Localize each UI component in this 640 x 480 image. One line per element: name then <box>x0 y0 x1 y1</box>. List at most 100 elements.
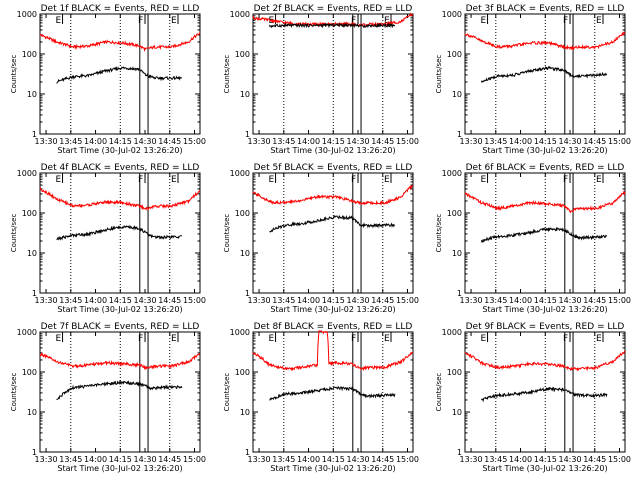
x-tick-label: 14:45 <box>158 137 181 146</box>
x-tick-label: 14:00 <box>509 137 532 146</box>
chart-title: Det 4f BLACK = Events, RED = LLD <box>41 163 200 173</box>
x-tick-label: 14:30 <box>133 296 156 305</box>
x-tick-label: 14:00 <box>297 455 320 464</box>
x-tick-label: 14:15 <box>534 296 557 305</box>
marker-label-e: E <box>384 175 390 185</box>
marker-label-e: E <box>384 334 390 344</box>
y-tick-label: 1 <box>32 448 37 457</box>
y-tick-label: 1000 <box>17 328 37 337</box>
y-tick-label: 1000 <box>17 169 37 178</box>
x-tick-label: 14:30 <box>558 137 581 146</box>
x-tick-label: 14:15 <box>109 296 132 305</box>
x-tick-label: 14:45 <box>583 455 606 464</box>
chart-panel: Det 2f BLACK = Events, RED = LLD 13:30 13:… <box>223 4 419 155</box>
y-tick-label: 1000 <box>230 169 250 178</box>
y-axis-label: Counts/sec <box>223 373 231 412</box>
x-tick-label: 13:30 <box>460 296 483 305</box>
x-tick-label: 13:45 <box>484 137 507 146</box>
lld-series-line <box>464 31 626 51</box>
lld-series-line <box>252 329 414 372</box>
x-tick-label: 13:45 <box>272 296 295 305</box>
events-series-line <box>481 65 607 84</box>
chart-title: Det 3f BLACK = Events, RED = LLD <box>466 4 625 14</box>
x-tick-label: 13:45 <box>59 137 82 146</box>
x-tick-label: 13:45 <box>484 296 507 305</box>
x-axis-label: Start Time (30-Jul-02 13:26:20) <box>57 464 182 473</box>
y-tick-label: 1000 <box>442 10 462 19</box>
marker-label-e: E <box>481 175 487 185</box>
x-tick-label: 15:00 <box>183 455 206 464</box>
marker-label-e: E <box>56 16 62 26</box>
y-tick-label: 1 <box>245 289 250 298</box>
marker-label-f: F <box>351 175 356 185</box>
y-tick-label: 10 <box>27 408 37 417</box>
y-tick-label: 100 <box>235 50 250 59</box>
x-tick-label: 14:00 <box>297 296 320 305</box>
marker-label-f: F <box>351 334 356 344</box>
x-axis-label: Start Time (30-Jul-02 13:26:20) <box>482 464 607 473</box>
chart-title: Det 8f BLACK = Events, RED = LLD <box>254 322 413 332</box>
x-tick-label: 13:30 <box>35 296 58 305</box>
x-tick-label: 14:45 <box>371 137 394 146</box>
chart-title: Det 9f BLACK = Events, RED = LLD <box>466 322 625 332</box>
y-axis-label: Counts/sec <box>223 214 231 253</box>
y-tick-label: 100 <box>447 209 462 218</box>
marker-label-f: F <box>563 16 568 26</box>
marker-label-e: E <box>269 175 275 185</box>
y-tick-label: 1 <box>245 448 250 457</box>
x-tick-label: 14:15 <box>322 296 345 305</box>
x-tick-label: 14:30 <box>346 455 369 464</box>
chart-panel: Det 1f BLACK = Events, RED = LLD 13:30 13:… <box>10 4 206 155</box>
chart-title: Det 1f BLACK = Events, RED = LLD <box>41 4 200 14</box>
lld-series-line <box>39 31 201 53</box>
y-axis-label: Counts/sec <box>10 214 18 253</box>
x-tick-label: 14:15 <box>322 455 345 464</box>
y-axis-label: Counts/sec <box>435 55 443 94</box>
x-tick-label: 14:15 <box>109 455 132 464</box>
lld-series-line <box>464 190 626 214</box>
y-tick-label: 10 <box>27 249 37 258</box>
y-tick-label: 10 <box>240 90 250 99</box>
y-tick-label: 1000 <box>442 328 462 337</box>
x-axis-label: Start Time (30-Jul-02 13:26:20) <box>57 146 182 155</box>
y-tick-label: 1 <box>32 289 37 298</box>
lld-series-line <box>464 350 626 372</box>
x-tick-label: 14:15 <box>109 137 132 146</box>
marker-label-e: E <box>269 334 275 344</box>
x-tick-label: 14:30 <box>558 455 581 464</box>
y-axis-label: Counts/sec <box>10 373 18 412</box>
x-tick-label: 13:45 <box>272 455 295 464</box>
y-tick-label: 1000 <box>442 169 462 178</box>
lld-series-line <box>39 186 201 211</box>
events-series-line <box>56 380 183 400</box>
x-tick-label: 13:45 <box>59 455 82 464</box>
x-tick-label: 15:00 <box>608 137 631 146</box>
y-tick-label: 100 <box>22 209 37 218</box>
chart-title: Det 2f BLACK = Events, RED = LLD <box>254 4 413 14</box>
x-tick-label: 15:00 <box>183 296 206 305</box>
events-series-line <box>56 224 182 241</box>
lld-series-line <box>252 185 414 207</box>
x-tick-label: 14:45 <box>158 296 181 305</box>
x-tick-label: 15:00 <box>608 455 631 464</box>
marker-label-e: E <box>596 16 602 26</box>
x-tick-label: 14:45 <box>371 296 394 305</box>
marker-label-e: E <box>171 16 177 26</box>
marker-label-e: E <box>481 16 487 26</box>
x-tick-label: 15:00 <box>183 137 206 146</box>
x-tick-label: 13:45 <box>272 137 295 146</box>
chart-panel: Det 7f BLACK = Events, RED = LLD 13:30 13:… <box>10 322 206 473</box>
x-tick-label: 15:00 <box>396 137 419 146</box>
marker-label-e: E <box>384 16 390 26</box>
x-axis-label: Start Time (30-Jul-02 13:26:20) <box>57 305 182 314</box>
x-tick-label: 13:30 <box>248 455 271 464</box>
y-tick-label: 1 <box>457 130 462 139</box>
chart-title: Det 5f BLACK = Events, RED = LLD <box>254 163 413 173</box>
y-tick-label: 1 <box>245 130 250 139</box>
marker-label-e: E <box>56 334 62 344</box>
y-tick-label: 1000 <box>230 10 250 19</box>
events-series-line <box>269 214 395 233</box>
x-tick-label: 15:00 <box>396 455 419 464</box>
chart-title: Det 6f BLACK = Events, RED = LLD <box>466 163 625 173</box>
